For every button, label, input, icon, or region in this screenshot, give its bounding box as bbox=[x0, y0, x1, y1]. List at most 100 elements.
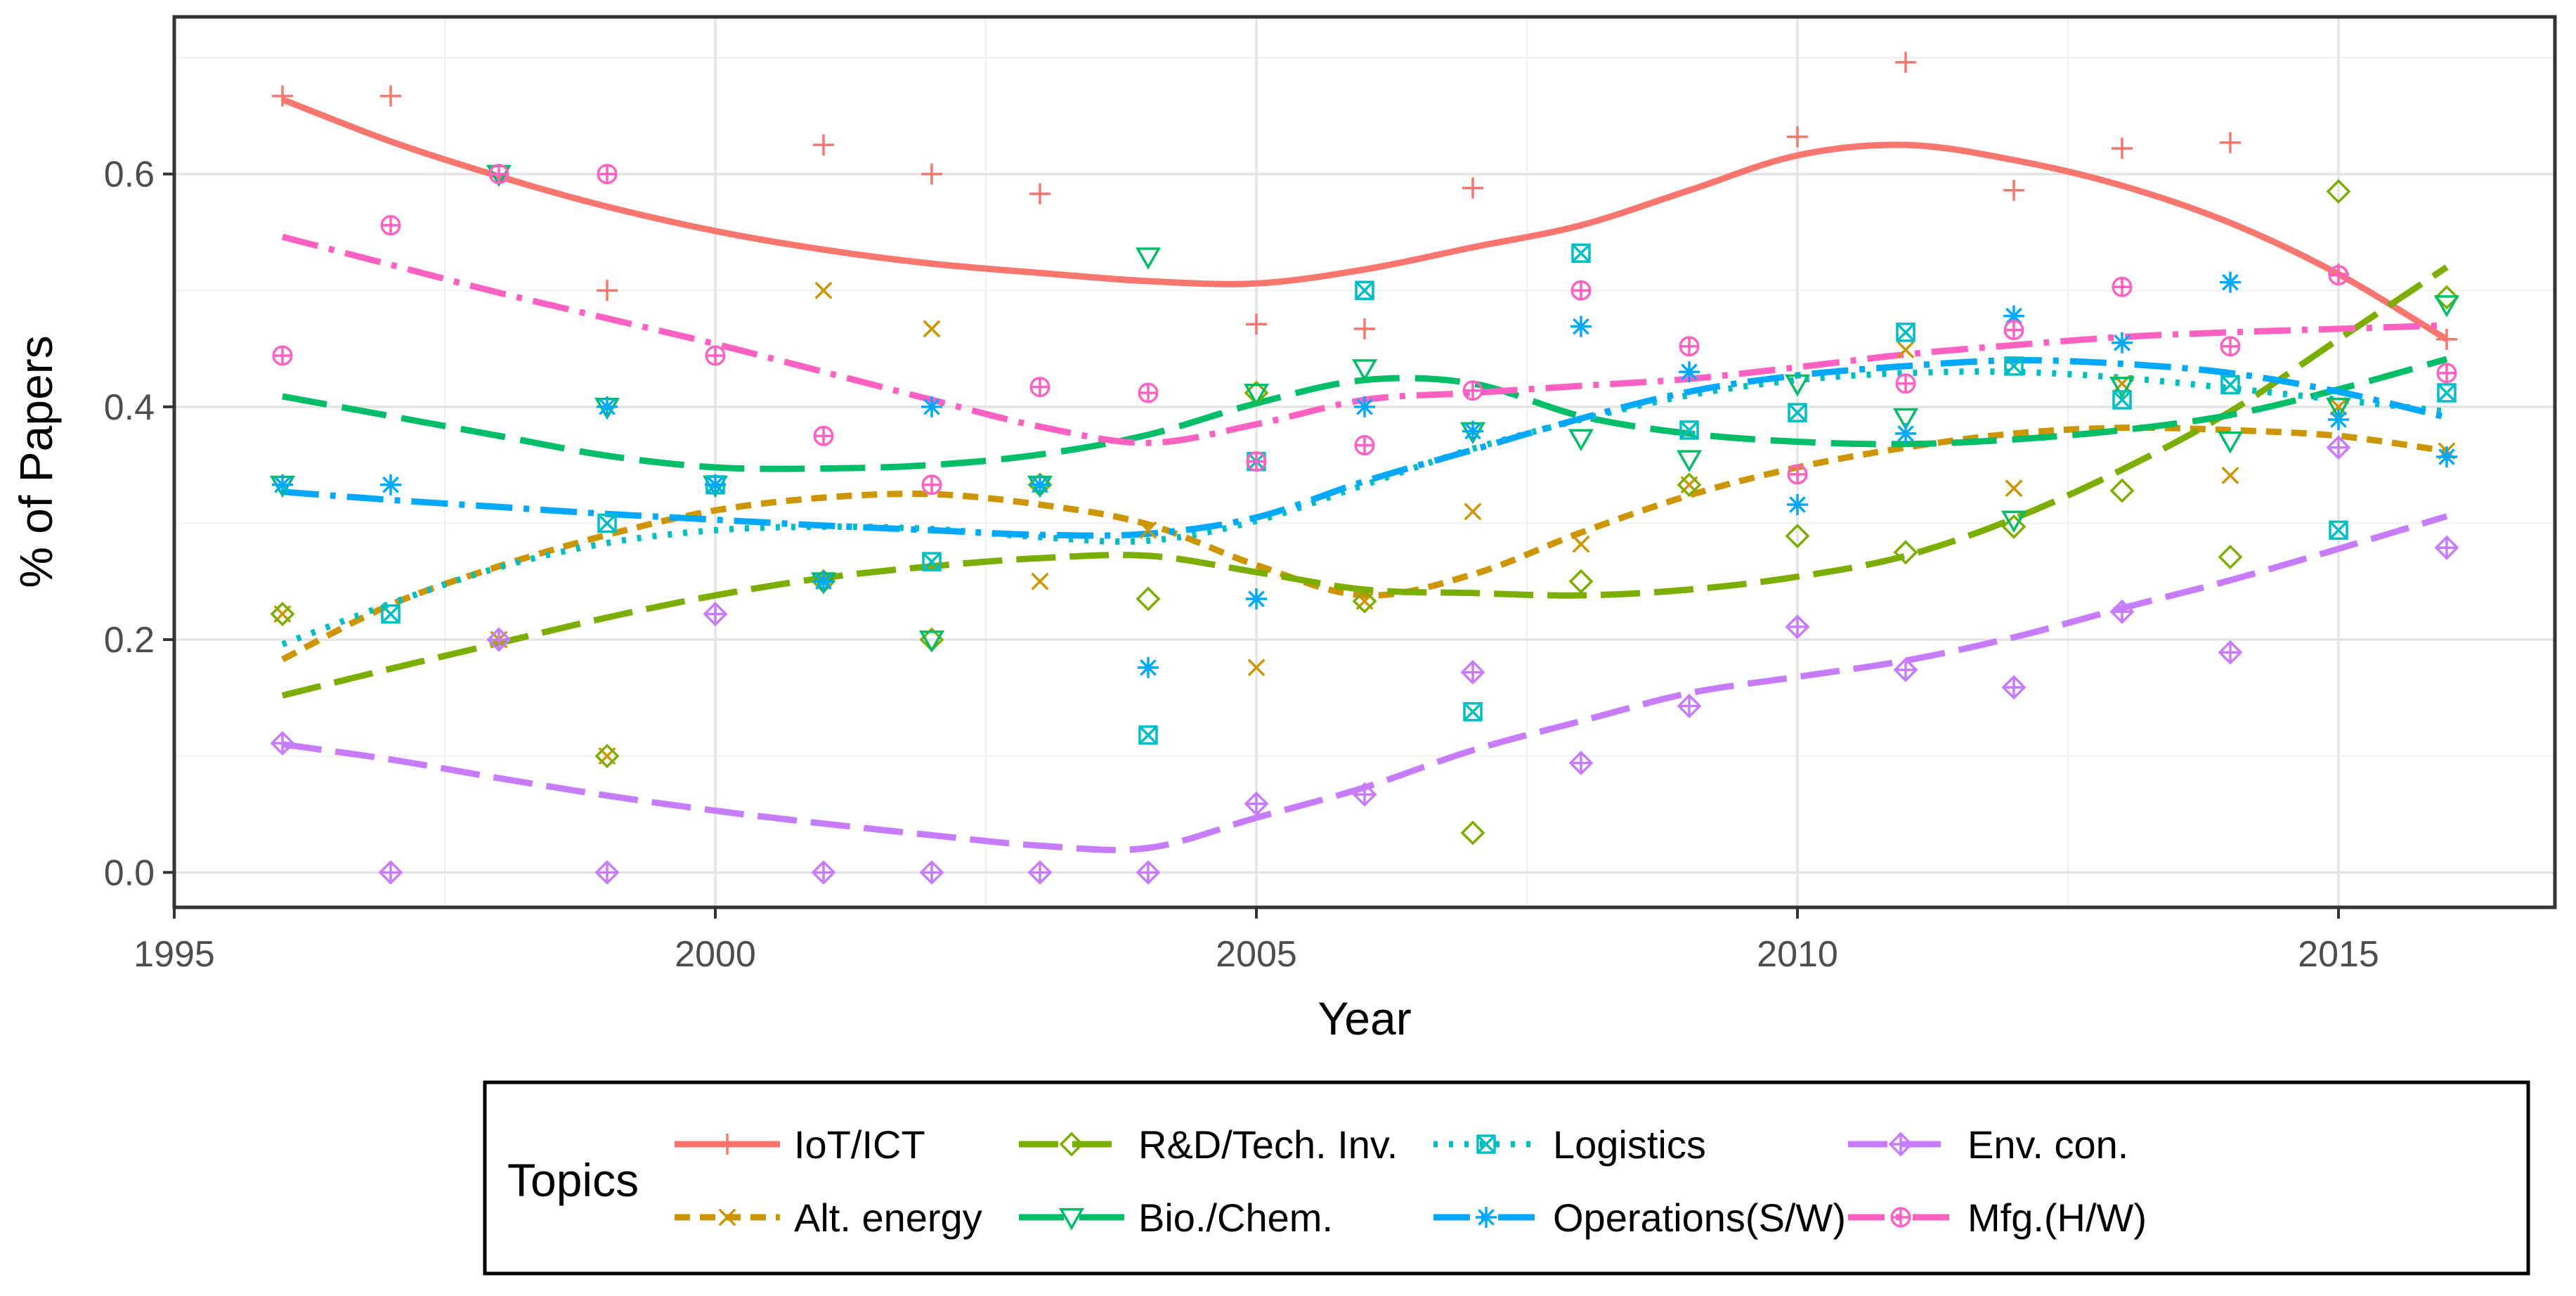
data-point-bio-chem bbox=[2217, 431, 2244, 454]
data-point-mfg-h-w bbox=[2436, 363, 2457, 384]
data-point-env-con bbox=[1677, 694, 1702, 718]
data-point-iot-ict bbox=[272, 85, 293, 107]
data-point-operations-s-w bbox=[1895, 422, 1916, 444]
data-point-env-con bbox=[919, 860, 944, 885]
data-point-env-con bbox=[270, 730, 295, 756]
data-point-operations-s-w bbox=[380, 474, 401, 495]
data-point-env-con bbox=[2434, 535, 2459, 560]
legend-item-logistics: Logistics bbox=[1433, 1122, 1706, 1167]
x-tick-label: 2005 bbox=[1216, 934, 1297, 975]
data-point-bio-chem bbox=[1243, 383, 1270, 406]
legend-item-r-d-tech-inv: R&D/Tech. Inv. bbox=[1019, 1122, 1398, 1167]
data-point-mfg-h-w bbox=[2220, 336, 2241, 357]
series-line-alt-energy bbox=[280, 424, 2447, 663]
legend: Topics IoT/ICT Alt. energy R&D/Tech. Inv. B… bbox=[483, 1080, 2530, 1276]
data-point-mfg-h-w bbox=[1787, 464, 1808, 485]
data-point-logistics bbox=[2437, 383, 2457, 403]
data-point-alt-energy bbox=[814, 281, 833, 299]
data-point-alt-energy bbox=[1572, 535, 1590, 553]
data-points bbox=[269, 51, 2460, 885]
data-point-env-con bbox=[1893, 657, 1918, 682]
data-point-iot-ict bbox=[2112, 138, 2133, 160]
data-point-r-d-tech-inv bbox=[2218, 545, 2243, 569]
data-point-mfg-h-w bbox=[921, 474, 942, 495]
data-point-operations-s-w bbox=[705, 474, 726, 495]
data-point-logistics bbox=[1896, 323, 1915, 342]
data-point-iot-ict bbox=[2436, 328, 2457, 350]
x-tick-label: 2000 bbox=[675, 934, 756, 975]
data-point-bio-chem bbox=[1676, 450, 1703, 472]
data-point-logistics bbox=[1679, 420, 1699, 440]
data-point-operations-s-w bbox=[1138, 656, 1159, 678]
y-tick-label: 0.6 bbox=[104, 155, 155, 195]
data-point-r-d-tech-inv bbox=[1677, 472, 1702, 498]
data-point-mfg-h-w bbox=[2112, 276, 2133, 297]
data-point-env-con bbox=[1460, 659, 1485, 685]
y-tick-label: 0.4 bbox=[104, 387, 155, 428]
data-point-alt-energy bbox=[1464, 503, 1482, 521]
data-point-iot-ict bbox=[2003, 179, 2024, 201]
legend-item-iot-ict: IoT/ICT bbox=[675, 1122, 925, 1167]
series-points-mfg-h-w bbox=[272, 164, 2457, 495]
data-point-operations-s-w bbox=[1462, 420, 1483, 442]
data-point-logistics bbox=[1355, 280, 1374, 300]
data-point-bio-chem bbox=[2325, 397, 2352, 420]
legend-item-env-con: Env. con. bbox=[1848, 1122, 2128, 1167]
data-point-mfg-h-w bbox=[1246, 451, 1267, 472]
series-points-bio-chem bbox=[269, 164, 2460, 653]
x-tick-label: 2010 bbox=[1757, 934, 1838, 975]
data-point-mfg-h-w bbox=[1354, 434, 1375, 455]
data-point-bio-chem bbox=[918, 630, 945, 653]
data-point-r-d-tech-inv bbox=[1785, 524, 1810, 549]
series-points-env-con bbox=[270, 435, 2459, 885]
data-point-iot-ict bbox=[1462, 177, 1483, 199]
x-tick-label: 1995 bbox=[134, 934, 215, 975]
data-point-env-con bbox=[1244, 791, 1269, 817]
data-point-bio-chem bbox=[2109, 377, 2135, 399]
data-point-mfg-h-w bbox=[2003, 320, 2024, 341]
data-point-bio-chem bbox=[1351, 359, 1378, 382]
data-point-logistics bbox=[2220, 375, 2240, 395]
data-point-alt-energy bbox=[1031, 572, 1049, 590]
legend-label: IoT/ICT bbox=[794, 1122, 925, 1167]
data-point-r-d-tech-inv bbox=[270, 602, 295, 627]
data-point-alt-energy bbox=[2221, 467, 2239, 485]
data-point-r-d-tech-inv bbox=[2001, 514, 2027, 539]
data-point-mfg-h-w bbox=[1138, 382, 1159, 403]
legend-item-mfg-h-w: Mfg.(H/W) bbox=[1848, 1195, 2147, 1240]
data-point-operations-s-w bbox=[1246, 588, 1267, 610]
data-point-logistics bbox=[597, 513, 617, 533]
data-point-r-d-tech-inv bbox=[1352, 588, 1377, 614]
data-point-iot-ict bbox=[1354, 318, 1375, 339]
legend-key-marker bbox=[718, 1208, 736, 1226]
data-point-mfg-h-w bbox=[1570, 280, 1592, 301]
data-point-operations-s-w bbox=[272, 474, 293, 495]
series-line-logistics bbox=[281, 368, 2447, 647]
data-point-bio-chem bbox=[1892, 408, 1919, 431]
data-point-logistics bbox=[2112, 390, 2132, 410]
data-point-env-con bbox=[2218, 640, 2243, 665]
data-point-env-con bbox=[2001, 675, 2027, 700]
data-point-mfg-h-w bbox=[597, 164, 618, 185]
data-point-operations-s-w bbox=[1029, 474, 1050, 495]
x-axis-label: Year bbox=[1318, 992, 1411, 1044]
data-point-env-con bbox=[1027, 860, 1053, 885]
legend-items: IoT/ICT Alt. energy R&D/Tech. Inv. Bio./Che… bbox=[675, 1122, 2147, 1240]
data-point-env-con bbox=[703, 602, 728, 627]
legend-label: Bio./Chem. bbox=[1138, 1195, 1333, 1240]
data-point-env-con bbox=[486, 627, 512, 652]
data-point-bio-chem bbox=[1568, 429, 1594, 452]
data-point-mfg-h-w bbox=[2328, 265, 2349, 286]
y-tick-label: 0.0 bbox=[104, 853, 155, 893]
data-point-env-con bbox=[2109, 599, 2135, 624]
data-point-iot-ict bbox=[2220, 131, 2241, 153]
plot-border bbox=[172, 15, 2557, 909]
legend-label: Env. con. bbox=[1967, 1122, 2128, 1167]
data-point-iot-ict bbox=[921, 163, 942, 185]
legend-label: Mfg.(H/W) bbox=[1967, 1195, 2147, 1240]
data-point-operations-s-w bbox=[2112, 332, 2133, 354]
data-point-mfg-h-w bbox=[1029, 377, 1050, 398]
data-point-iot-ict bbox=[597, 280, 618, 302]
legend-label: Operations(S/W) bbox=[1553, 1195, 1846, 1240]
